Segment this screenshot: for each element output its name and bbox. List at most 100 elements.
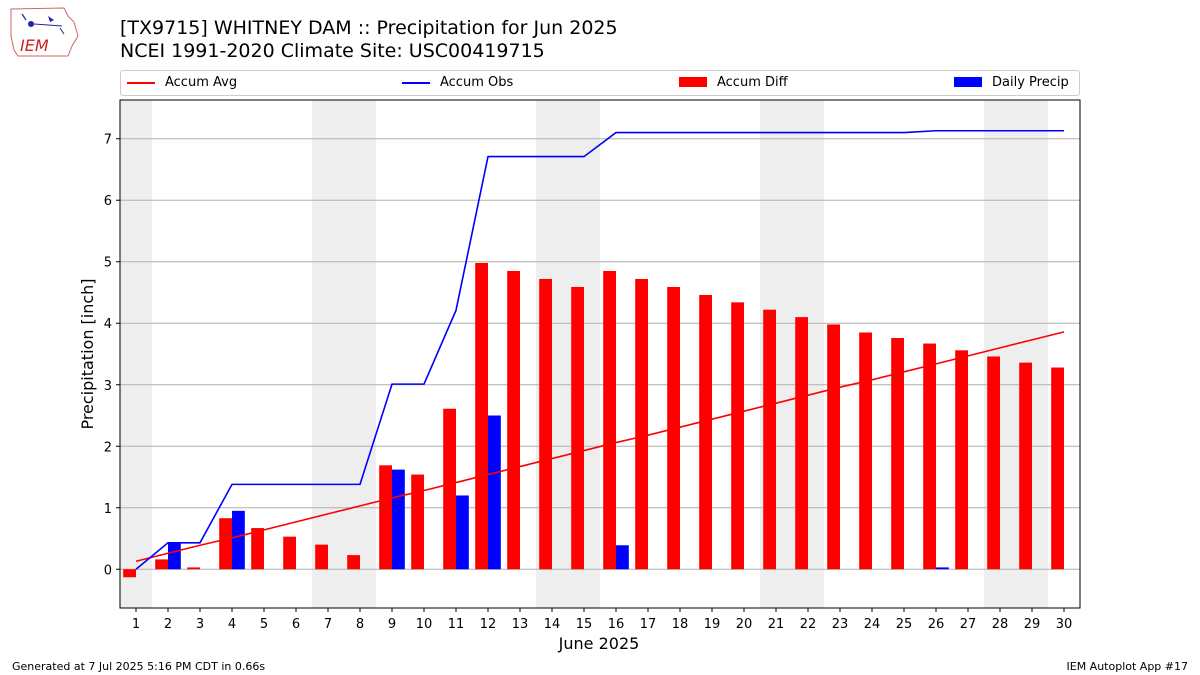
footer-generated: Generated at 7 Jul 2025 5:16 PM CDT in 0…: [12, 660, 266, 673]
accum-diff-bar: [891, 338, 904, 570]
accum-diff-bar: [859, 332, 872, 570]
chart-title: [TX9715] WHITNEY DAM :: Precipitation fo…: [120, 17, 618, 39]
accum-diff-bar: [539, 278, 552, 570]
legend-swatch: [954, 77, 982, 87]
x-tick-label: 19: [704, 617, 721, 632]
x-tick-label: 28: [992, 617, 1009, 632]
accum-diff-bar: [283, 536, 296, 570]
x-tick-label: 22: [800, 617, 817, 632]
legend-swatch: [402, 82, 430, 84]
legend: Accum Avg Accum Obs Accum Diff Daily Pre…: [120, 70, 1080, 96]
grid-lines: [120, 138, 1080, 570]
accum-diff-bar: [219, 518, 232, 570]
daily-precip-bar: [168, 542, 181, 570]
plot-frame: [119, 99, 1081, 609]
legend-label: Accum Avg: [165, 75, 238, 90]
legend-label: Accum Diff: [717, 75, 788, 90]
daily-precip-bar: [936, 567, 949, 570]
x-tick-label: 18: [672, 617, 689, 632]
accum-diff-bar: [347, 555, 360, 570]
x-tick-label: 20: [736, 617, 753, 632]
x-tick-label: 17: [640, 617, 657, 632]
x-axis-label: June 2025: [558, 634, 640, 653]
accum-diff-bar: [795, 317, 808, 570]
accum-diff-bar: [1019, 362, 1032, 570]
accum-diff-bar: [1051, 367, 1064, 570]
accum-diff-bar: [603, 270, 616, 570]
y-tick-label: 4: [104, 317, 112, 332]
x-tick-label: 8: [356, 617, 364, 632]
legend-swatch: [127, 82, 155, 84]
accum-diff-bar: [507, 270, 520, 570]
x-tick-label: 1: [132, 617, 140, 632]
x-tick-label: 10: [416, 617, 433, 632]
y-tick-label: 7: [104, 133, 112, 148]
legend-swatch: [679, 77, 707, 87]
x-tick-label: 12: [480, 617, 497, 632]
x-tick-label: 5: [260, 617, 268, 632]
daily-precip-bar: [456, 495, 469, 570]
accum-diff-bar: [763, 309, 776, 570]
accum-avg-line: [135, 331, 1065, 563]
x-tick-label: 30: [1056, 617, 1073, 632]
legend-label: Daily Precip: [992, 75, 1069, 90]
y-axis-label: Precipitation [inch]: [78, 278, 97, 429]
footer-app: IEM Autoplot App #17: [1066, 660, 1189, 673]
x-tick-label: 4: [228, 617, 236, 632]
accum-diff-bar: [187, 567, 200, 570]
accum-diff-bar: [923, 343, 936, 570]
accum-diff-bar: [411, 474, 424, 570]
bars: [123, 262, 1064, 578]
accum-diff-bar: [379, 465, 392, 570]
weekend-band: [120, 100, 152, 608]
chart-subtitle: NCEI 1991-2020 Climate Site: USC00419715: [120, 40, 545, 62]
accum-diff-bar: [443, 408, 456, 570]
weekend-shading: [120, 100, 1048, 608]
x-tick-label: 21: [768, 617, 785, 632]
accum-diff-bar: [635, 278, 648, 570]
iem-logo: IEM: [10, 7, 79, 57]
x-tick-label: 6: [292, 617, 300, 632]
x-tick-label: 23: [832, 617, 849, 632]
accum-diff-bar: [315, 544, 328, 570]
x-tick-label: 25: [896, 617, 913, 632]
logo-text: IEM: [20, 36, 49, 55]
daily-precip-bar: [392, 469, 405, 570]
accum-diff-bar: [571, 286, 584, 570]
daily-precip-bar: [616, 545, 629, 570]
weekend-band: [536, 100, 600, 608]
y-tick-label: 5: [104, 256, 112, 271]
y-tick-label: 3: [104, 379, 112, 394]
daily-precip-bar: [232, 510, 245, 570]
x-tick-label: 26: [928, 617, 945, 632]
x-tick-label: 27: [960, 617, 977, 632]
y-tick-label: 6: [104, 194, 112, 209]
weekend-band: [312, 100, 376, 608]
x-tick-label: 2: [164, 617, 172, 632]
accum-diff-bar: [475, 262, 488, 570]
y-tick-label: 2: [104, 440, 112, 455]
accum-diff-bar: [955, 350, 968, 570]
x-tick-label: 7: [324, 617, 332, 632]
accum-diff-bar: [827, 324, 840, 570]
x-tick-label: 14: [544, 617, 561, 632]
accum-diff-bar: [155, 559, 168, 570]
accum-diff-bar: [699, 294, 712, 570]
accum-diff-bar: [667, 286, 680, 570]
y-tick-label: 1: [104, 502, 112, 517]
accum-diff-bar: [731, 302, 744, 570]
y-tick-label: 0: [104, 563, 112, 578]
x-tick-label: 29: [1024, 617, 1041, 632]
accum-obs-line: [135, 129, 1064, 570]
legend-label: Accum Obs: [440, 75, 514, 90]
x-tick-label: 13: [512, 617, 529, 632]
x-tick-label: 16: [608, 617, 625, 632]
x-tick-label: 11: [448, 617, 465, 632]
accum-diff-bar: [123, 569, 136, 578]
daily-precip-bar: [488, 415, 501, 570]
x-tick-label: 9: [388, 617, 396, 632]
weekend-band: [760, 100, 824, 608]
weekend-band: [984, 100, 1048, 608]
